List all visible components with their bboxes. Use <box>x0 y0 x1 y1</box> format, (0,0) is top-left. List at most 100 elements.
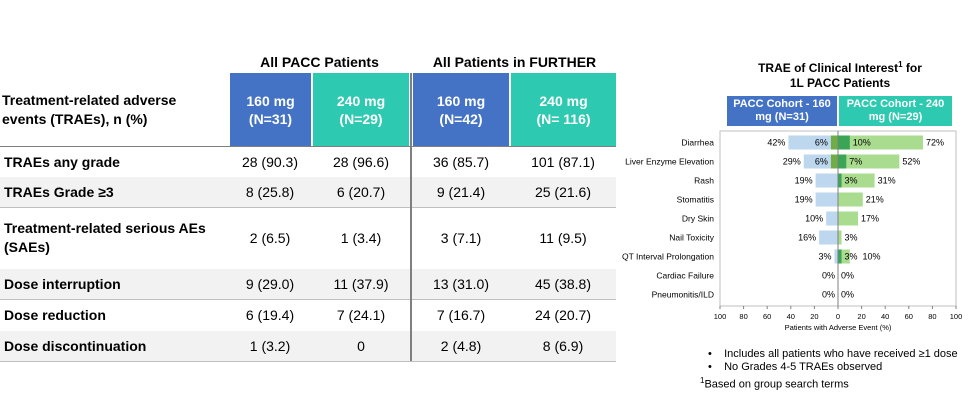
data-label-160-all-grade: 3% <box>818 252 831 262</box>
table-cell: 11 (9.5) <box>539 229 587 246</box>
group-header-all-pacc: All PACC Patients <box>260 54 379 70</box>
chart-title-line1: TRAE of Clinical Interest <box>758 61 899 75</box>
table-cell: 6 (19.4) <box>245 306 295 323</box>
column-header-pacc-240: 240 mg (N=29) <box>313 73 409 146</box>
table-cell: 101 (87.1) <box>531 153 595 170</box>
data-label-240-grade3: 7% <box>849 157 862 167</box>
table-row: Treatment-related serious AEs (SAEs) 2 (6… <box>0 207 616 269</box>
row-label: Dose reduction <box>4 306 106 323</box>
row-divider <box>0 299 616 300</box>
bar-160-all-grade <box>815 173 838 188</box>
bar-240-all-grade <box>838 135 923 150</box>
category-label: Rash <box>694 176 714 186</box>
category-label: QT Interval Prolongation <box>622 252 714 262</box>
bar-160-all-grade <box>826 211 838 226</box>
footnote-text: Based on group search terms <box>704 378 849 391</box>
data-label-160-all-grade: 29% <box>783 157 801 167</box>
table-cell: 28 (96.6) <box>332 153 390 170</box>
group-header-further: All Patients in FURTHER <box>432 54 597 70</box>
x-tick-label: 100 <box>950 312 963 321</box>
x-tick-label: 40 <box>787 312 795 321</box>
header-divider <box>0 146 616 147</box>
bar-160-all-grade <box>788 135 838 150</box>
chart-title-superscript: 1 <box>898 60 903 69</box>
table-cell: 13 (31.0) <box>432 275 490 292</box>
bar-160-all-grade <box>815 192 838 207</box>
table-cell: 0 <box>357 337 365 354</box>
note-bullet-1: • Includes all patients who have receive… <box>708 348 958 361</box>
table-cell: 36 (85.7) <box>432 153 490 170</box>
row-label: TRAEs Grade ≥3 <box>4 183 114 200</box>
footnote-superscript: 1 <box>700 376 705 385</box>
table-cell: 9 (21.4) <box>436 183 486 200</box>
x-tick-label: 0 <box>836 312 840 321</box>
x-tick-label: 80 <box>928 312 936 321</box>
table-row: TRAEs Grade ≥3 8 (25.8) 6 (20.7) 9 (21.4) 25… <box>0 177 616 207</box>
data-label-160-grade3: 6% <box>815 157 828 167</box>
x-axis-label: Patients with Adverse Event (%) <box>785 323 892 332</box>
table-cell: 7 (16.7) <box>436 306 486 323</box>
note-bullet-1-text: Includes all patients who have received … <box>724 348 958 360</box>
data-label-240-grade3: 10% <box>853 138 871 148</box>
bar-160-grade3 <box>830 135 838 150</box>
table-cell: 1 (3.4) <box>340 229 382 246</box>
data-label-240-all-grade: 17% <box>861 214 879 224</box>
table-cell: 11 (37.9) <box>333 275 389 292</box>
x-tick-label: 20 <box>810 312 818 321</box>
note-bullet-2-text: No Grades 4-5 TRAEs observed <box>724 361 883 373</box>
table-cell: 25 (21.6) <box>534 183 592 200</box>
table-cell: 7 (24.1) <box>336 306 386 323</box>
category-label: Liver Enzyme Elevation <box>625 157 714 167</box>
column-header-pacc-160: 160 mg (N=31) <box>230 73 311 146</box>
data-label-240-all-grade: 10% <box>863 252 881 262</box>
bar-240-grade3 <box>838 249 842 264</box>
table-cell: 3 (7.1) <box>440 229 482 246</box>
data-label-160-all-grade: 19% <box>795 176 813 186</box>
table-cell: 1 (3.2) <box>249 337 291 354</box>
column-group-divider <box>410 73 412 361</box>
table-row: TRAEs any grade 28 (90.3) 28 (96.6) 36 (85.… <box>0 147 616 177</box>
data-label-160-all-grade: 16% <box>798 233 816 243</box>
bullet-dot-icon: • <box>708 348 725 360</box>
category-label: Dry Skin <box>682 214 714 224</box>
x-tick-label: 100 <box>714 312 727 321</box>
column-header-further-160: 160 mg (N=42) <box>413 73 509 146</box>
chart-title-tail: for <box>902 61 922 75</box>
table-cell: 2 (6.5) <box>249 229 291 246</box>
data-label-160-all-grade: 10% <box>805 214 823 224</box>
category-label: Cardiac Failure <box>656 271 714 281</box>
category-label: Nail Toxicity <box>669 233 714 243</box>
data-label-160-all-grade: 42% <box>767 138 785 148</box>
chart-title-line2: 1L PACC Patients <box>789 76 891 90</box>
table-row: Dose discontinuation 1 (3.2) 0 2 (4.8) 8 (6.… <box>0 331 616 361</box>
table-row: Dose interruption 9 (29.0) 11 (37.9) 13 (31… <box>0 269 616 299</box>
cohort-header-160: PACC Cohort - 160 mg (N=31) <box>727 96 837 126</box>
bar-240-all-grade <box>838 249 850 264</box>
bar-160-all-grade <box>803 154 838 169</box>
table-cell: 9 (29.0) <box>245 275 295 292</box>
x-tick-label: 20 <box>857 312 865 321</box>
x-tick-label: 40 <box>881 312 889 321</box>
data-label-240-all-grade: 72% <box>926 138 944 148</box>
data-label-240-all-grade: 0% <box>841 290 854 300</box>
data-label-160-all-grade: 0% <box>822 290 835 300</box>
bar-160-all-grade <box>834 249 838 264</box>
bar-160-all-grade <box>819 230 838 245</box>
bar-240-grade3 <box>838 173 842 188</box>
bar-160-grade3 <box>830 154 838 169</box>
data-label-240-grade3: 3% <box>845 176 858 186</box>
table-cell: 24 (20.7) <box>534 306 592 323</box>
table-cell: 28 (90.3) <box>241 153 299 170</box>
data-label-240-all-grade: 31% <box>878 176 896 186</box>
table-row: Dose reduction 6 (19.4) 7 (24.1) 7 (16.7) 24… <box>0 299 616 331</box>
chart-title: TRAE of Clinical Interest1 for 1L PACC P… <box>700 57 971 91</box>
bar-240-all-grade <box>838 230 842 245</box>
row-label: Dose discontinuation <box>4 337 147 354</box>
bar-240-grade3 <box>838 154 847 169</box>
data-label-160-all-grade: 0% <box>822 271 835 281</box>
cohort-header-240: PACC Cohort - 240 mg (N=29) <box>839 96 952 126</box>
row-header-label: Treatment-related adverse events (TRAEs)… <box>2 92 177 127</box>
data-label-240-grade3: 3% <box>845 252 858 262</box>
table-cell: 6 (20.7) <box>336 183 386 200</box>
